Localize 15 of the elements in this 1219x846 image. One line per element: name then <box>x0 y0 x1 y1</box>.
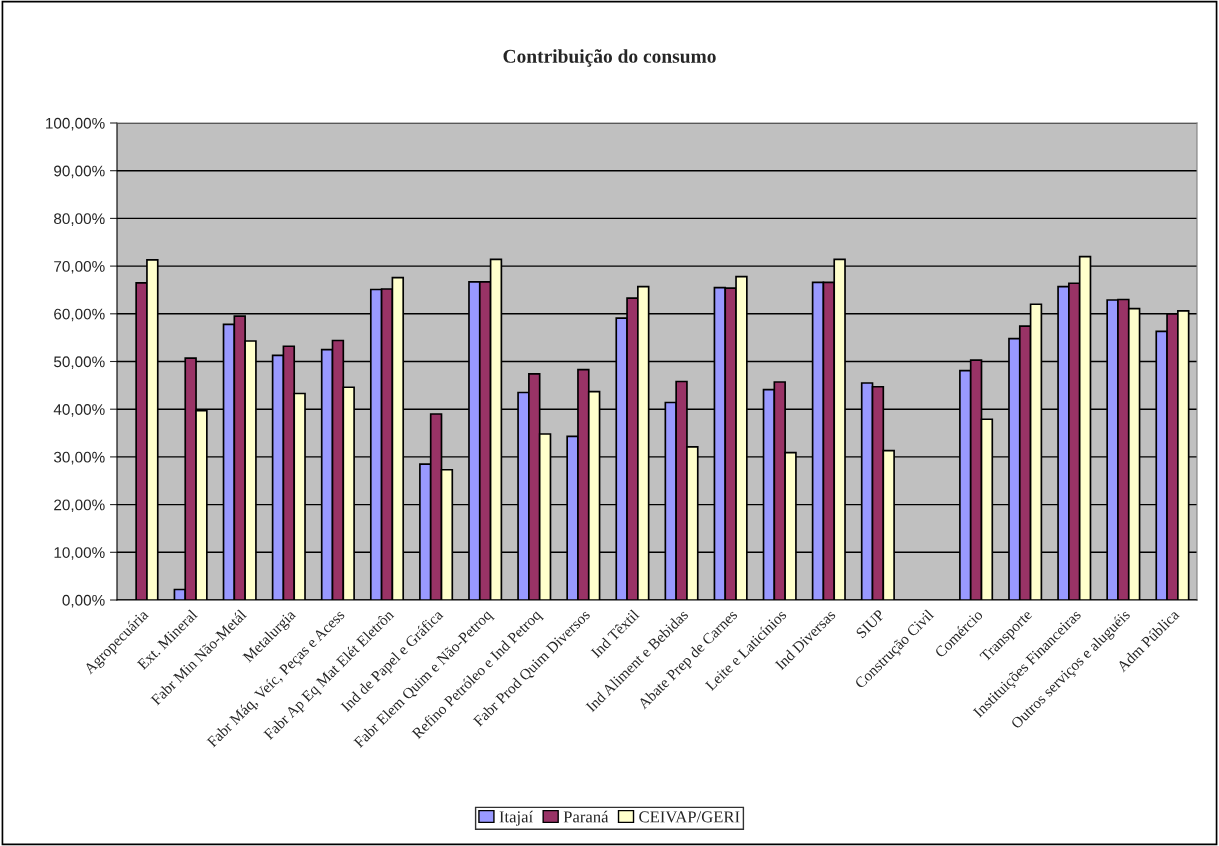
legend-label: Itajaí <box>499 810 533 826</box>
y-tick-label: 80,00% <box>54 213 105 226</box>
y-tick-label: 0,00% <box>62 594 105 608</box>
y-tick-label: 90,00% <box>54 165 105 179</box>
y-tick-label: 60,00% <box>54 308 105 322</box>
y-tick-label: 100,00% <box>46 117 105 131</box>
y-tick-label: 20,00% <box>54 499 105 513</box>
legend-label: CEIVAP/GERI <box>639 811 740 823</box>
legend-label: Paraná <box>563 810 609 823</box>
y-tick-label: 30,00% <box>53 451 105 465</box>
y-tick-label: 10,00% <box>54 547 105 560</box>
y-tick-label: 70,00% <box>54 260 105 274</box>
chart-title: Contribuição do consumo <box>503 49 716 67</box>
y-tick-label: 50,00% <box>53 356 105 369</box>
y-tick-label: 40,00% <box>53 404 105 417</box>
